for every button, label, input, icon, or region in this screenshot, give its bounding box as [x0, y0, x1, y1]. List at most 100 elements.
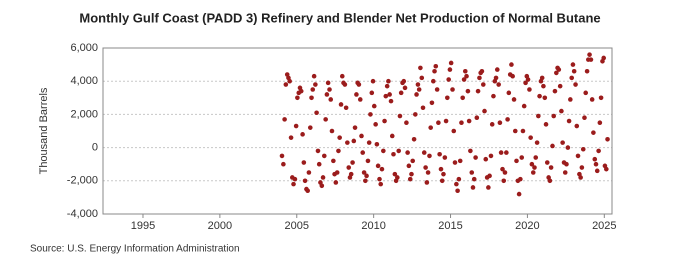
point — [398, 90, 404, 96]
point — [587, 52, 592, 57]
x-tick-label: 2010 — [361, 220, 385, 232]
point — [541, 83, 546, 89]
point — [407, 176, 413, 182]
point — [305, 188, 310, 194]
plot-frame — [102, 47, 613, 215]
point — [438, 166, 444, 172]
point — [571, 68, 577, 74]
point — [339, 73, 345, 79]
point — [564, 161, 569, 167]
point — [505, 117, 510, 122]
point — [445, 95, 450, 101]
point — [298, 88, 304, 94]
point — [570, 62, 576, 67]
point — [402, 85, 408, 91]
point — [421, 150, 427, 155]
point — [580, 146, 586, 152]
point — [462, 68, 468, 74]
x-tick-label: 2015 — [438, 220, 462, 232]
point — [465, 88, 471, 94]
point — [375, 163, 381, 169]
point — [397, 113, 403, 119]
point — [387, 92, 392, 97]
point — [413, 112, 418, 117]
point — [514, 158, 519, 164]
point — [302, 178, 308, 184]
point — [359, 133, 364, 139]
point — [401, 78, 407, 84]
point — [486, 185, 491, 190]
source-note: Source: U.S. Energy Information Administ… — [30, 244, 240, 255]
point — [388, 98, 394, 104]
point — [316, 161, 322, 167]
point — [521, 103, 527, 109]
point — [500, 166, 505, 172]
point — [480, 82, 486, 87]
point — [518, 176, 523, 182]
point — [411, 137, 417, 142]
point — [333, 180, 339, 185]
point — [443, 118, 449, 124]
point — [442, 155, 448, 160]
point — [429, 100, 435, 106]
point — [554, 70, 559, 76]
point — [605, 137, 610, 142]
point — [455, 188, 460, 194]
point — [530, 170, 536, 175]
point — [592, 156, 598, 162]
point — [468, 148, 473, 154]
point — [343, 105, 349, 111]
point — [596, 148, 601, 154]
point — [529, 161, 535, 167]
point — [584, 68, 590, 74]
point — [293, 123, 299, 129]
y-tick-label: 4,000 — [70, 75, 98, 87]
point — [382, 118, 387, 124]
point — [364, 173, 369, 179]
point — [295, 95, 300, 101]
point — [489, 122, 495, 127]
point — [404, 120, 409, 125]
point — [594, 168, 600, 174]
point — [374, 141, 380, 147]
point — [464, 73, 469, 79]
point — [460, 95, 465, 101]
point — [512, 128, 518, 134]
point — [510, 73, 515, 79]
point — [501, 178, 507, 184]
point — [405, 150, 410, 155]
point — [282, 117, 287, 122]
point — [314, 110, 319, 116]
point — [593, 161, 599, 167]
point — [473, 155, 478, 160]
point — [319, 183, 325, 189]
point — [281, 161, 286, 167]
point — [369, 90, 375, 96]
point — [309, 95, 314, 101]
point — [477, 75, 482, 81]
point — [483, 156, 489, 162]
point — [418, 65, 423, 71]
point — [396, 148, 402, 154]
point — [288, 135, 294, 140]
point — [550, 143, 555, 149]
point — [338, 102, 344, 107]
point — [348, 171, 354, 177]
y-tick-label: -2,000 — [67, 175, 98, 187]
point — [548, 165, 554, 170]
point — [509, 62, 514, 67]
point — [356, 82, 362, 87]
point — [494, 67, 500, 72]
point — [432, 68, 437, 74]
point — [331, 158, 336, 164]
point — [448, 60, 454, 66]
point — [361, 170, 367, 175]
point — [516, 191, 522, 197]
point — [354, 92, 359, 97]
point — [329, 128, 335, 134]
point — [502, 170, 508, 175]
point — [506, 90, 512, 96]
point — [428, 125, 433, 130]
point — [575, 153, 581, 159]
